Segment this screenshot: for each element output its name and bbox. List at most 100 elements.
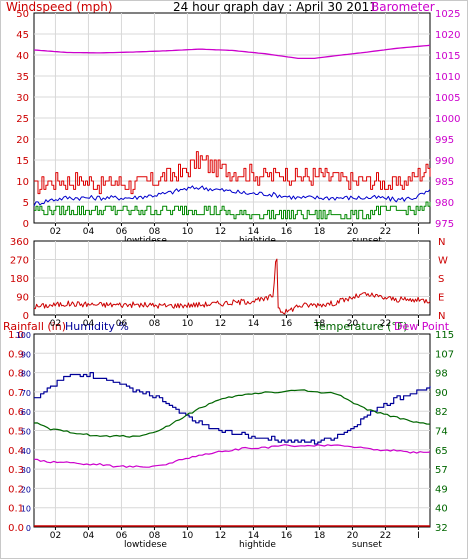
temperature-y-tick-label: 107 bbox=[435, 349, 454, 360]
rain-y-tick-label: 0.0 bbox=[8, 523, 24, 534]
rain-y-tick-label: 0.1 bbox=[8, 504, 24, 515]
humidity-y-tick-label: 90 bbox=[21, 350, 31, 359]
x-tick-label: 06 bbox=[116, 531, 128, 541]
rainfall-axis-title: Rainfall (in) bbox=[3, 320, 67, 333]
wind-y-tick-label: 15 bbox=[16, 156, 29, 167]
temperature-y-tick-label: 65 bbox=[435, 446, 448, 457]
x-tick-label: 02 bbox=[50, 319, 61, 329]
baro-y-tick-label: 1025 bbox=[435, 9, 460, 20]
baro-y-tick-label: 1015 bbox=[435, 51, 460, 62]
dewpoint-axis-title: Dew Point bbox=[394, 320, 450, 333]
wind-y-tick-label: 20 bbox=[16, 135, 29, 146]
x-tick-label: I bbox=[417, 531, 420, 541]
x-tick-label: 04 bbox=[83, 319, 95, 329]
dewpoint-line bbox=[33, 444, 431, 468]
gust-wind-line bbox=[34, 151, 431, 195]
wind-y-tick-label: 45 bbox=[16, 30, 29, 41]
graph-title: 24 hour graph day : April 30 2011 bbox=[173, 0, 377, 14]
wind-y-tick-label: 30 bbox=[16, 93, 29, 104]
humidity-axis-title: Humidity % bbox=[65, 320, 129, 333]
wind-y-tick-label: 40 bbox=[16, 51, 29, 62]
wind-y-tick-label: 5 bbox=[23, 198, 29, 209]
x-tick-label: 08 bbox=[149, 531, 161, 541]
humidity-y-tick-label: 40 bbox=[21, 447, 31, 456]
x-tick-label: 08 bbox=[149, 319, 161, 329]
wind-direction-line bbox=[33, 258, 431, 315]
wind-y-tick-label: 0 bbox=[23, 219, 29, 230]
direction-y-tick-label: 270 bbox=[10, 256, 29, 267]
baro-y-tick-label: 1020 bbox=[435, 30, 460, 41]
x-tick-label: 22 bbox=[380, 531, 391, 541]
x-tick-label: 06 bbox=[116, 227, 128, 237]
rain-y-tick-label: 0.2 bbox=[8, 484, 24, 495]
x-tick-label: 02 bbox=[50, 531, 61, 541]
baro-y-tick-label: 980 bbox=[435, 198, 454, 209]
rain-y-tick-label: 0.6 bbox=[8, 407, 24, 418]
x-tick-label: 16 bbox=[281, 531, 293, 541]
baro-y-tick-label: 1000 bbox=[435, 114, 460, 125]
compass-tick-label: E bbox=[438, 293, 444, 304]
x-tick-label: 16 bbox=[281, 227, 293, 237]
x-tick-label: 12 bbox=[215, 319, 226, 329]
baro-y-tick-label: 1010 bbox=[435, 72, 460, 83]
x-tick-label: 06 bbox=[116, 319, 128, 329]
x-tick-label: 22 bbox=[380, 227, 391, 237]
x-tick-label: 18 bbox=[314, 227, 326, 237]
rain-y-tick-label: 0.3 bbox=[8, 465, 24, 476]
humidity-y-tick-label: 20 bbox=[21, 485, 31, 494]
x-tick-label: I bbox=[417, 227, 420, 237]
humidity-y-tick-label: 0 bbox=[26, 524, 31, 533]
direction-y-tick-label: 90 bbox=[16, 293, 29, 304]
x-tick-label: 22 bbox=[380, 319, 391, 329]
baro-y-tick-label: 990 bbox=[435, 156, 454, 167]
humidity-y-tick-label: 70 bbox=[21, 389, 31, 398]
x-tick-label: 14 bbox=[248, 227, 260, 237]
rain-y-tick-label: 1.0 bbox=[8, 330, 24, 341]
rain-y-tick-label: 0.8 bbox=[8, 369, 24, 380]
direction-y-tick-label: 360 bbox=[10, 237, 29, 248]
temperature-y-tick-label: 115 bbox=[435, 330, 454, 341]
x-tick-label: 20 bbox=[347, 531, 359, 541]
rain-y-tick-label: 0.9 bbox=[8, 349, 24, 360]
x-tick-label: I bbox=[417, 319, 420, 329]
x-tick-label: 16 bbox=[281, 319, 293, 329]
hightide-label: hightide bbox=[239, 540, 276, 550]
humidity-y-tick-label: 30 bbox=[21, 466, 31, 475]
compass-tick-label: N bbox=[438, 311, 445, 322]
x-tick-label: 12 bbox=[215, 531, 226, 541]
x-tick-label: 08 bbox=[149, 227, 161, 237]
compass-tick-label: S bbox=[438, 274, 444, 285]
rain-y-tick-label: 0.4 bbox=[8, 446, 24, 457]
humidity-y-tick-label: 60 bbox=[21, 408, 31, 417]
direction-y-tick-label: 0 bbox=[23, 311, 29, 322]
x-tick-label: 12 bbox=[215, 227, 226, 237]
average-wind-line bbox=[33, 185, 431, 207]
humidity-y-tick-label: 100 bbox=[16, 331, 31, 340]
x-tick-label: 10 bbox=[182, 531, 194, 541]
wind-y-tick-label: 25 bbox=[16, 114, 29, 125]
temperature-y-tick-label: 82 bbox=[435, 407, 448, 418]
baro-y-tick-label: 1005 bbox=[435, 93, 460, 104]
humidity-y-tick-label: 10 bbox=[21, 505, 31, 514]
temperature-y-tick-label: 74 bbox=[435, 427, 448, 438]
compass-tick-label: W bbox=[438, 256, 448, 267]
sunset-label: sunset bbox=[352, 540, 382, 550]
barometer-line bbox=[33, 44, 431, 60]
temperature-y-tick-label: 40 bbox=[435, 504, 448, 515]
compass-tick-label: N bbox=[438, 237, 445, 248]
wind-y-tick-label: 10 bbox=[16, 177, 29, 188]
x-tick-label: 20 bbox=[347, 319, 359, 329]
x-tick-label: 10 bbox=[182, 227, 194, 237]
lowtide-label: lowtidese bbox=[124, 540, 167, 550]
baro-y-tick-label: 975 bbox=[435, 219, 454, 230]
rain-y-tick-label: 0.7 bbox=[8, 388, 24, 399]
temperature-y-tick-label: 49 bbox=[435, 484, 448, 495]
temperature-y-tick-label: 57 bbox=[435, 465, 448, 476]
humidity-y-tick-label: 50 bbox=[21, 428, 31, 437]
temperature-y-tick-label: 32 bbox=[435, 523, 448, 534]
x-tick-label: 10 bbox=[182, 319, 194, 329]
humidity-y-tick-label: 80 bbox=[21, 370, 31, 379]
x-tick-label: 04 bbox=[83, 227, 95, 237]
x-tick-label: 14 bbox=[248, 531, 260, 541]
